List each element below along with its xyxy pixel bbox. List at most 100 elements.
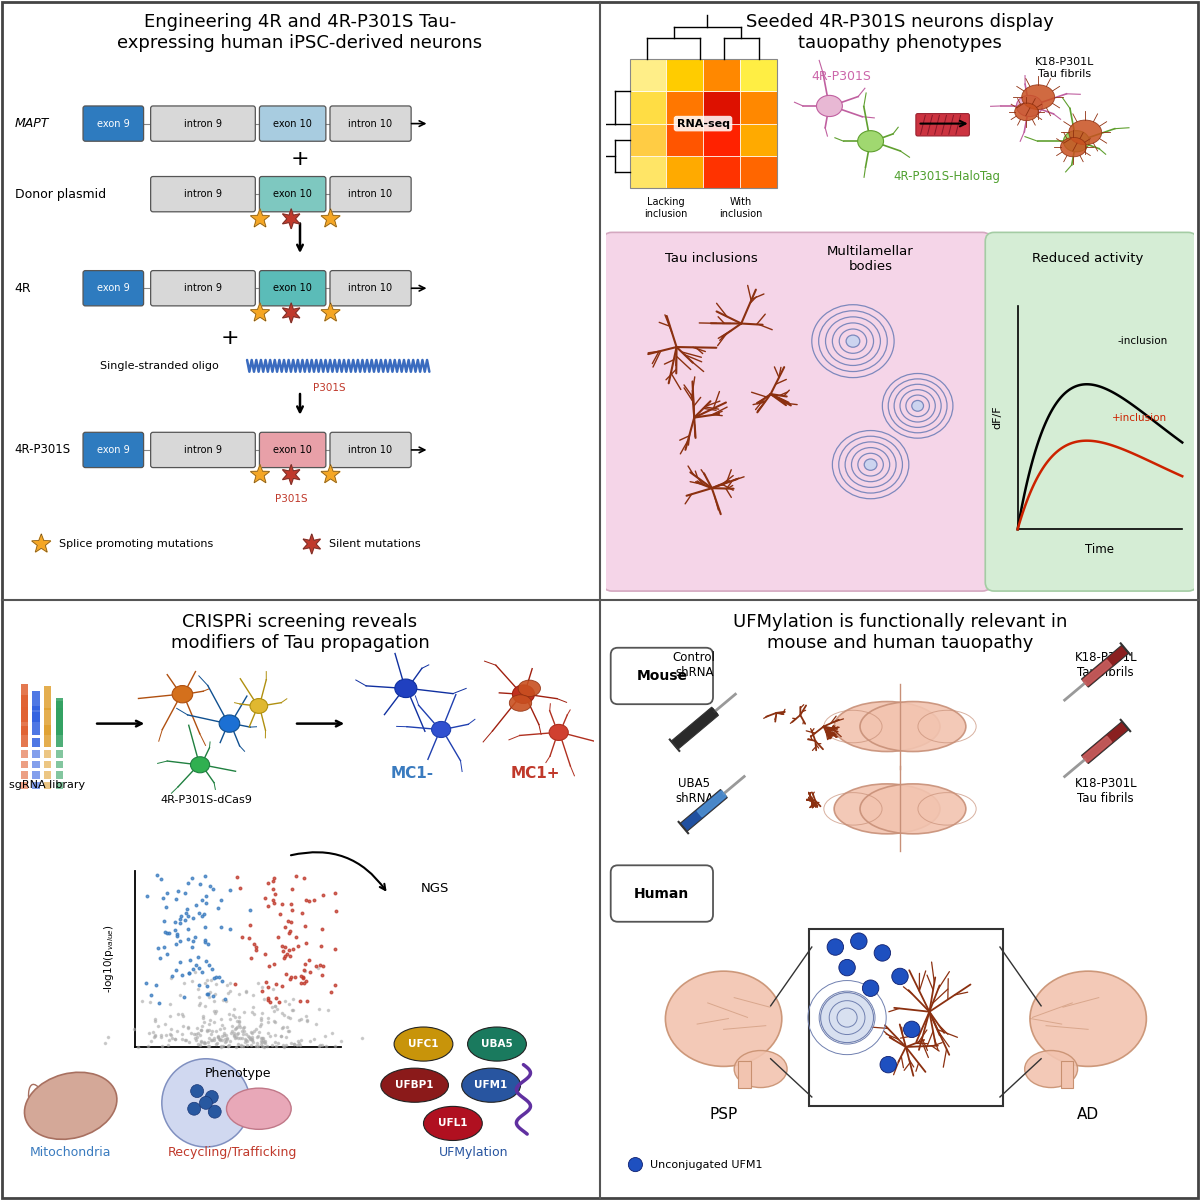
Point — [224, 1000, 244, 1019]
Bar — [630, 59, 776, 188]
Point — [232, 1036, 251, 1055]
Point — [166, 934, 185, 953]
Point — [252, 1015, 271, 1034]
Bar — [56, 772, 64, 779]
Point — [295, 974, 314, 994]
Point — [172, 907, 191, 926]
Point — [205, 1003, 224, 1022]
Polygon shape — [1081, 721, 1129, 763]
Ellipse shape — [846, 335, 860, 347]
Text: UBA5
shRNA: UBA5 shRNA — [674, 778, 714, 805]
Text: Donor plasmid: Donor plasmid — [14, 187, 106, 200]
Point — [170, 931, 190, 950]
Point — [196, 952, 215, 971]
Point — [214, 990, 233, 1009]
Point — [316, 1026, 335, 1045]
Polygon shape — [1082, 737, 1111, 762]
Point — [98, 1027, 118, 1046]
Point — [325, 1036, 344, 1055]
Point — [258, 990, 277, 1009]
Point — [191, 1036, 210, 1055]
Point — [263, 997, 282, 1016]
Point — [155, 937, 174, 956]
Point — [138, 886, 157, 905]
Text: exon 10: exon 10 — [274, 119, 312, 128]
Bar — [738, 1061, 751, 1087]
Point — [252, 1028, 271, 1048]
Point — [191, 994, 210, 1013]
Point — [166, 1030, 185, 1049]
Point — [202, 971, 221, 990]
Point — [209, 1027, 228, 1046]
Point — [252, 1028, 271, 1048]
Point — [146, 976, 166, 995]
Point — [325, 974, 344, 994]
Point — [311, 955, 330, 974]
Point — [246, 941, 265, 960]
Bar — [32, 750, 40, 757]
Point — [198, 971, 217, 990]
Bar — [44, 722, 52, 734]
Point — [252, 1032, 271, 1051]
Point — [233, 1019, 252, 1038]
Text: intron 10: intron 10 — [348, 445, 392, 455]
Bar — [666, 124, 703, 156]
Text: Mitochondria: Mitochondria — [30, 1146, 112, 1159]
Point — [263, 1036, 282, 1055]
Text: Seeded 4R-P301S neurons display
tauopathy phenotypes: Seeded 4R-P301S neurons display tauopath… — [746, 13, 1054, 52]
Point — [240, 1028, 259, 1048]
Point — [178, 899, 197, 918]
Point — [216, 989, 235, 1008]
Text: P301S: P301S — [313, 383, 346, 394]
Point — [216, 1025, 235, 1044]
Bar — [32, 690, 40, 710]
Point — [197, 1021, 216, 1040]
Polygon shape — [697, 791, 726, 817]
Circle shape — [851, 932, 868, 949]
Point — [229, 1008, 248, 1027]
Circle shape — [187, 1103, 200, 1115]
Text: P301S: P301S — [275, 493, 307, 504]
Text: -inclusion: -inclusion — [1117, 336, 1168, 346]
Point — [154, 888, 173, 907]
Polygon shape — [251, 302, 270, 322]
Point — [283, 1001, 302, 1020]
Point — [294, 960, 313, 979]
Circle shape — [863, 980, 878, 996]
Bar — [44, 725, 52, 748]
Point — [182, 972, 202, 991]
Point — [238, 1031, 257, 1050]
Point — [269, 1033, 288, 1052]
Point — [271, 1027, 290, 1046]
Bar — [739, 91, 776, 124]
Point — [200, 876, 220, 895]
Bar — [32, 782, 40, 790]
Point — [289, 1010, 308, 1030]
Point — [298, 1012, 317, 1031]
Point — [264, 893, 283, 912]
Ellipse shape — [1069, 120, 1102, 145]
Polygon shape — [251, 464, 270, 482]
Point — [187, 1018, 206, 1037]
Point — [258, 989, 277, 1008]
Point — [204, 1001, 223, 1020]
Point — [241, 901, 260, 920]
Text: K18-P301L
Tau fibrils: K18-P301L Tau fibrils — [1074, 650, 1138, 679]
Text: Lacking
inclusion: Lacking inclusion — [644, 197, 688, 218]
Point — [292, 1031, 311, 1050]
Point — [281, 1033, 300, 1052]
Point — [162, 966, 181, 985]
Point — [308, 959, 328, 978]
Point — [140, 992, 160, 1012]
Point — [158, 1034, 178, 1054]
Bar — [666, 91, 703, 124]
Point — [226, 1007, 245, 1026]
Point — [229, 1024, 248, 1043]
Point — [276, 1036, 295, 1055]
Text: AD: AD — [1078, 1108, 1099, 1122]
Point — [202, 1031, 221, 1050]
Point — [226, 1028, 245, 1048]
Point — [96, 1033, 115, 1052]
Ellipse shape — [227, 1088, 292, 1129]
Point — [216, 1032, 235, 1051]
